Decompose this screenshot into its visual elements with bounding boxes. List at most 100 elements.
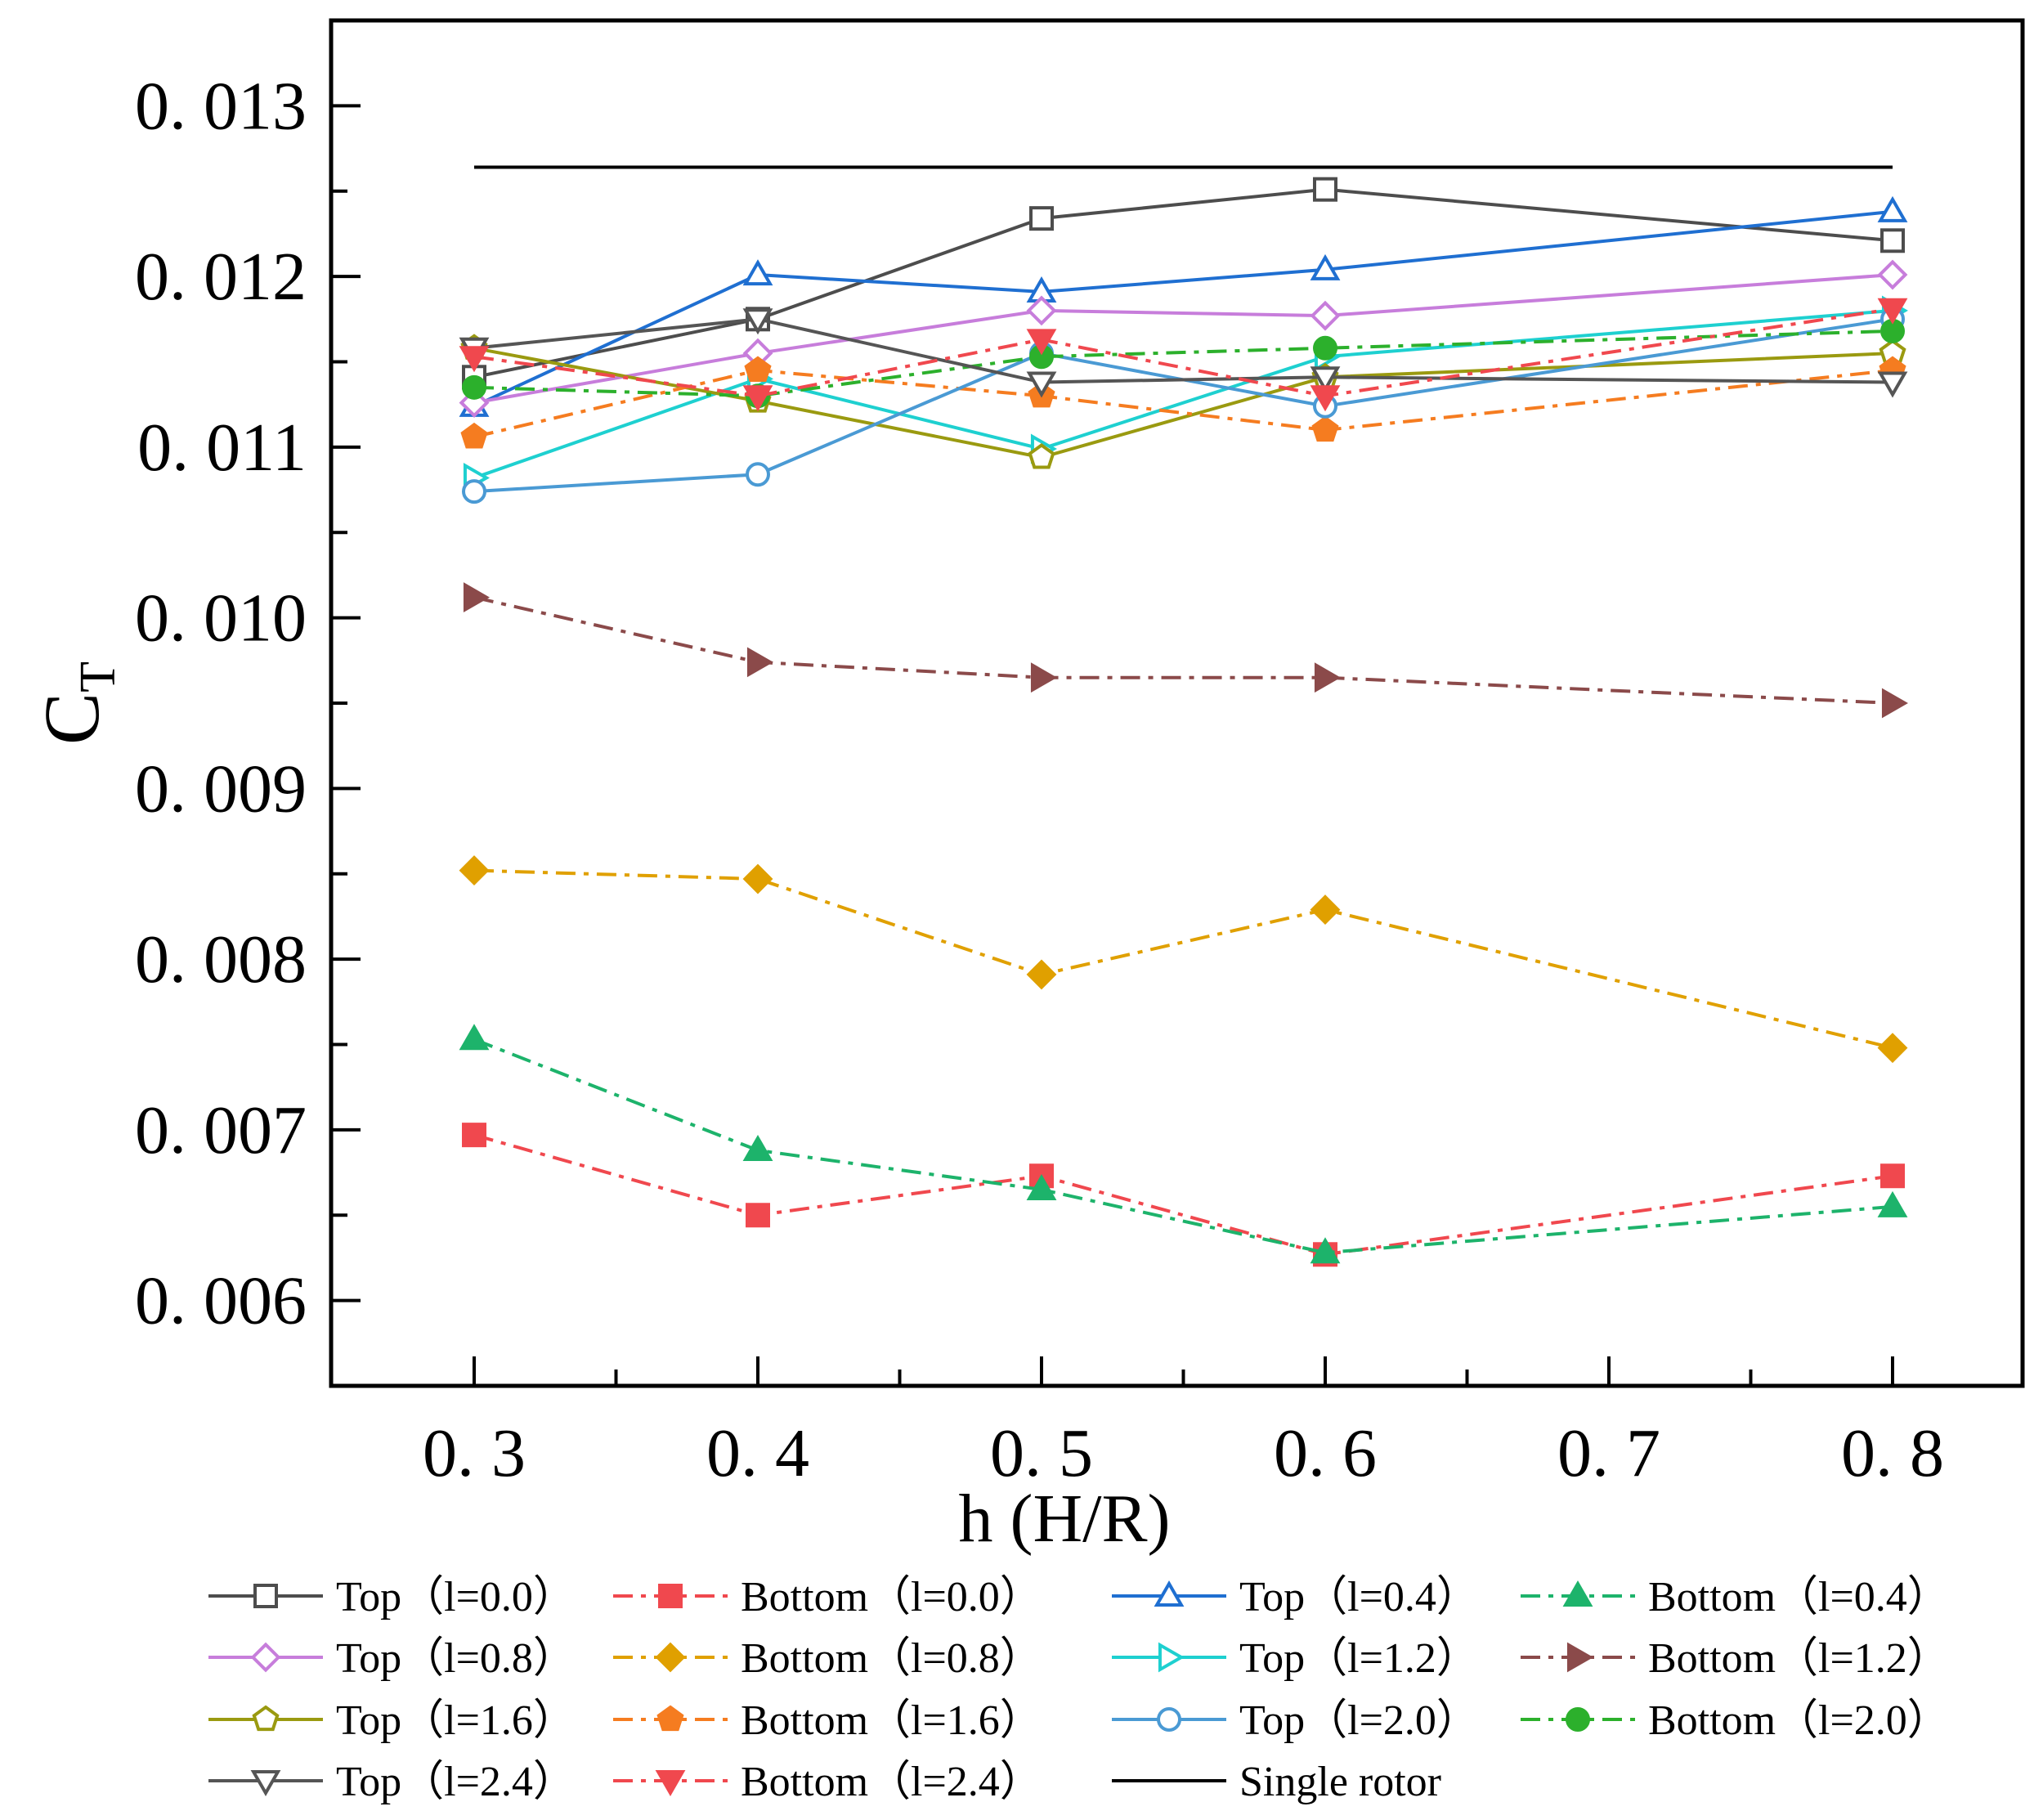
legend-label: Bottom（l=0.0） (741, 1574, 1042, 1621)
legend-label: Top（l=2.0） (1239, 1697, 1479, 1744)
legend-label: Top（l=0.8） (336, 1635, 576, 1682)
legend-marker (1158, 1642, 1185, 1673)
series-13 (459, 298, 1908, 412)
data-point (1310, 300, 1341, 331)
x-tick-label: 0. 3 (423, 1415, 526, 1491)
legend-entry: Bottom（l=0.8） (613, 1635, 1042, 1682)
legend-entry: Bottom（l=0.0） (613, 1574, 1042, 1621)
data-point (742, 385, 773, 412)
legend-label: Top（l=2.4） (336, 1759, 576, 1805)
series-0 (462, 177, 1905, 390)
y-tick-label: 0. 011 (137, 410, 307, 486)
data-point (746, 462, 770, 487)
data-point (1880, 1163, 1905, 1189)
legend: Top（l=0.0） Bottom（l=0.0） Top（l=0.4） Bottom（… (208, 1574, 1950, 1805)
data-point (746, 1203, 770, 1228)
legend-marker (1154, 1580, 1185, 1607)
legend-entry: Top（l=0.4） (1112, 1574, 1479, 1621)
data-point (1877, 1033, 1908, 1064)
svg-text:CT: CT (28, 661, 126, 745)
legend-entry: Bottom（l=2.4） (613, 1759, 1042, 1805)
data-point (459, 388, 490, 419)
legend-label: Bottom（l=0.4） (1648, 1574, 1950, 1621)
data-point (1029, 206, 1054, 231)
data-point (462, 1123, 486, 1148)
x-tick-label: 0. 4 (706, 1415, 809, 1491)
legend-entry: Top（l=2.0） (1112, 1697, 1479, 1744)
series-line (473, 595, 1893, 705)
legend-marker (253, 1584, 278, 1608)
data-point (1877, 371, 1908, 398)
x-tick-label: 0. 5 (990, 1415, 1093, 1491)
data-point (1310, 1237, 1341, 1264)
legend-marker (658, 1584, 683, 1608)
data-point (746, 647, 773, 678)
legend-label: Bottom（l=0.8） (741, 1635, 1042, 1682)
y-tick-label: 0. 009 (135, 751, 307, 827)
data-point (1026, 371, 1057, 398)
legend-label: Bottom（l=1.6） (741, 1697, 1042, 1744)
data-point (744, 356, 772, 383)
y-tick-label: 0. 013 (135, 68, 307, 144)
legend-entry: Top（l=1.2） (1112, 1635, 1479, 1682)
data-point (1026, 329, 1057, 356)
legend-marker (252, 1705, 280, 1732)
series-layer (459, 165, 1908, 1267)
data-point (1313, 335, 1337, 361)
y-axis-title: CT (28, 661, 126, 745)
data-point (1026, 295, 1057, 326)
data-point (1310, 894, 1341, 926)
legend-entry: Top（l=2.4） (208, 1759, 576, 1805)
data-point (1026, 1173, 1057, 1200)
data-point (1310, 385, 1341, 412)
legend-marker (1566, 1642, 1593, 1673)
y-axis-title-sub: T (70, 661, 126, 693)
series-7 (463, 582, 1908, 719)
legend-marker (250, 1642, 281, 1673)
data-point (742, 259, 773, 286)
legend-label: Single rotor (1239, 1759, 1441, 1805)
data-point (463, 582, 490, 612)
legend-marker (656, 1705, 684, 1732)
y-tick-label: 0. 007 (135, 1092, 307, 1168)
x-tick-label: 0. 7 (1557, 1415, 1660, 1491)
data-point (1310, 366, 1341, 393)
data-point (459, 1024, 490, 1051)
data-point (742, 1134, 773, 1161)
data-point (1310, 253, 1341, 280)
series-line (473, 1133, 1893, 1257)
legend-entry: Bottom（l=0.4） (1521, 1574, 1950, 1621)
data-point (1313, 177, 1337, 202)
x-tick-label: 0. 8 (1841, 1415, 1944, 1491)
series-2 (459, 195, 1908, 417)
legend-marker (1566, 1707, 1590, 1732)
data-point (1880, 228, 1905, 253)
legend-label: Bottom（l=2.0） (1648, 1697, 1950, 1744)
legend-entry: Single rotor (1112, 1759, 1441, 1805)
data-point (742, 308, 773, 335)
data-point (1877, 195, 1908, 222)
series-line (473, 868, 1893, 1050)
y-axis-title-main: C (28, 693, 115, 745)
data-point (462, 479, 486, 504)
axes-layer: 0. 006 0. 007 0. 008 0. 009 0. 010 0. 011 0. 0… (135, 68, 1944, 1491)
legend-label: Top（l=1.2） (1239, 1635, 1479, 1682)
legend-marker (655, 1642, 686, 1673)
y-tick-label: 0. 012 (135, 239, 307, 315)
data-point (1877, 1190, 1908, 1217)
x-axis-title: h (H/R) (959, 1481, 1171, 1557)
legend-marker (1157, 1707, 1181, 1732)
data-point (1314, 662, 1341, 693)
legend-entry: Top（l=0.8） (208, 1635, 576, 1682)
data-point (1026, 959, 1057, 990)
series-4 (459, 259, 1908, 419)
series-line (473, 187, 1893, 379)
series-3 (459, 1024, 1908, 1264)
data-point (1881, 688, 1908, 719)
legend-label: Top（l=1.6） (336, 1697, 576, 1744)
data-point (459, 346, 490, 373)
data-point (1030, 662, 1057, 693)
y-tick-label: 0. 008 (135, 921, 307, 997)
legend-label: Bottom（l=2.4） (741, 1759, 1042, 1805)
